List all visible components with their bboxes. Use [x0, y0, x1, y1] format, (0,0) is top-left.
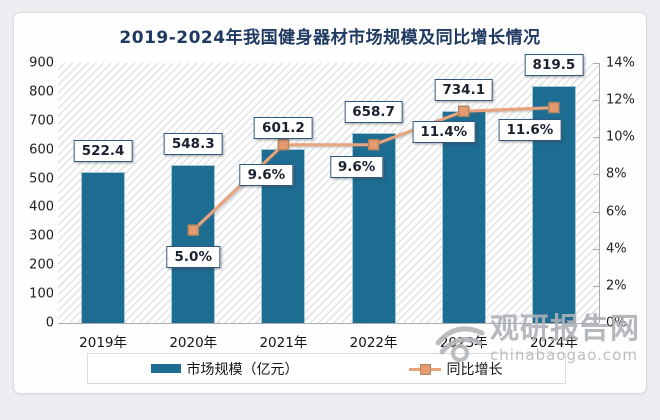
right-axis-tick: 0% [606, 315, 627, 331]
right-axis-tick: 6% [606, 204, 627, 220]
bar-value-label-2022年: 658.7 [344, 100, 403, 123]
bar-swatch-icon [150, 364, 181, 373]
right-axis-tick-mark [593, 63, 599, 64]
right-axis-tick-mark [593, 174, 599, 176]
bar-2020年 [171, 164, 216, 323]
right-axis-tick-mark [593, 285, 599, 287]
chart-title: 2019-2024年我国健身器材市场规模及同比增长情况 [119, 28, 541, 48]
right-axis-tick-mark [593, 137, 599, 139]
legend: 市场规模（亿元） 同比增长 [87, 353, 566, 384]
bar-value-label-2019年: 522.4 [73, 140, 133, 163]
left-axis-tick: 700 [29, 113, 54, 129]
left-axis-tick: 300 [29, 228, 54, 244]
legend-item-market-size: 市场规模（亿元） [150, 359, 299, 379]
left-axis-tick: 800 [29, 84, 54, 100]
plot-area [58, 63, 599, 323]
left-axis-tick: 100 [29, 286, 54, 302]
right-axis-tick: 10% [606, 129, 635, 145]
right-axis-tick: 12% [606, 92, 635, 108]
bar-value-label-2024年: 819.5 [524, 54, 584, 77]
bar-2019年 [81, 172, 126, 323]
x-axis-label: 2022年 [349, 335, 398, 351]
line-marker-swatch-icon [408, 363, 441, 375]
x-axis-label: 2019年 [79, 335, 127, 351]
left-axis-tick: 400 [29, 199, 54, 215]
legend-item-yoy-growth: 同比增长 [408, 359, 503, 379]
x-axis-label: 2020年 [169, 335, 218, 351]
right-axis-line [599, 63, 600, 323]
right-axis-tick-mark [593, 211, 599, 213]
growth-value-label-2022年: 9.6% [329, 155, 384, 178]
legend-label-market-size: 市场规模（亿元） [186, 361, 299, 378]
chart-region: 0 100 200 300 400 500 600 700 800 900 0% 2% 4% 6% 8% 1… [14, 13, 646, 393]
left-axis-tick: 500 [29, 171, 54, 187]
right-axis-tick: 2% [606, 278, 627, 294]
x-axis-label: 2024年 [529, 335, 578, 351]
growth-value-label-2023年: 11.4% [412, 121, 476, 144]
x-axis-line [58, 323, 599, 324]
left-axis-tick: 0 [45, 315, 54, 331]
left-axis-tick: 200 [29, 257, 54, 273]
growth-value-label-2024年: 11.6% [498, 118, 562, 141]
bar-value-label-2023年: 734.1 [434, 78, 494, 101]
legend-label-yoy-growth: 同比增长 [446, 361, 503, 378]
growth-value-label-2021年: 9.6% [239, 163, 294, 186]
chart-card: 2019-2024年我国健身器材市场规模及同比增长情况 0 100 200 300 40… [13, 12, 647, 394]
growth-value-label-2020年: 5.0% [166, 246, 220, 269]
right-axis-tick: 4% [606, 241, 627, 257]
left-axis-tick: 600 [29, 142, 54, 158]
right-axis-tick-mark [593, 100, 599, 102]
right-axis-tick: 14% [606, 55, 635, 71]
x-axis-label: 2021年 [259, 335, 308, 351]
right-axis-tick-mark [593, 323, 599, 324]
right-axis-tick: 8% [606, 166, 627, 182]
bar-value-label-2020年: 548.3 [163, 132, 223, 155]
left-axis-tick: 900 [29, 55, 54, 71]
bar-value-label-2021年: 601.2 [254, 117, 313, 140]
marker-square-icon [419, 363, 431, 375]
x-axis-label: 2023年 [439, 335, 488, 351]
right-axis-tick-mark [593, 248, 599, 250]
